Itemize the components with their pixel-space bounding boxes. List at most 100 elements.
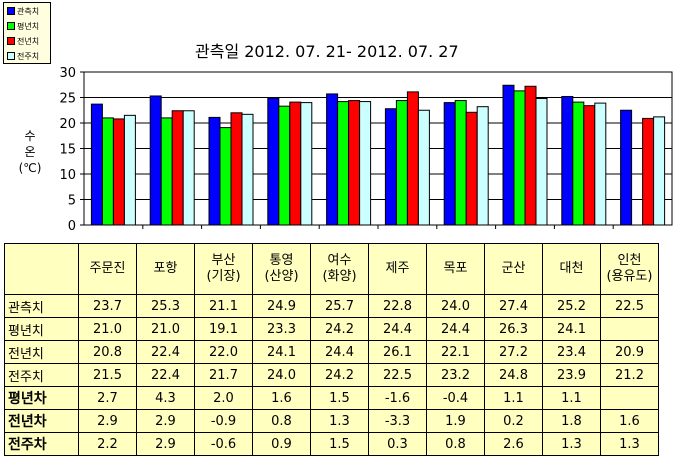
bar-전주치 xyxy=(653,116,666,226)
row-label: 전년치 xyxy=(4,340,79,364)
table-cell: 24.1 xyxy=(542,317,601,341)
table-cell: -1.6 xyxy=(368,386,427,410)
table-cell: 0.9 xyxy=(252,432,311,456)
bar-전년치 xyxy=(348,100,361,226)
bar-평년치 xyxy=(278,105,291,226)
table-cell: 22.1 xyxy=(426,340,485,364)
table-cell: 2.2 xyxy=(78,432,137,456)
bar-관측치 xyxy=(149,95,162,226)
table-cell: 23.3 xyxy=(252,317,311,341)
table-row: 전년차 2.9 2.9 -0.9 0.8 1.3 -3.3 1.9 0.2 1.8 1.6 xyxy=(4,409,659,433)
bar-chart: 0 5 10 15 20 25 30 xyxy=(59,66,673,234)
table-cell: 2.9 xyxy=(136,432,195,456)
y-tick-label: 30 xyxy=(59,66,76,81)
table-cell: 25.7 xyxy=(310,294,369,318)
legend-label: 관측치 xyxy=(17,6,40,16)
legend-item: 전주치 xyxy=(4,49,50,63)
table-cell: 1.5 xyxy=(310,386,369,410)
table-cell xyxy=(600,386,659,410)
legend-label: 전년치 xyxy=(17,36,40,46)
legend-label: 평년치 xyxy=(17,21,40,31)
table-cell: 24.9 xyxy=(252,294,311,318)
table-cell: 26.1 xyxy=(368,340,427,364)
table-cell: 24.4 xyxy=(426,317,485,341)
data-table: 주문진 포항 부산 (기장) 통영 (산양) 여수 (화양) 제주 목포 군산 대천 인천 (용유도) 관측… xyxy=(4,243,659,456)
bar-관측치 xyxy=(326,93,339,226)
table-cell: 2.6 xyxy=(484,432,543,456)
y-axis-label-line: (℃) xyxy=(18,161,42,175)
table-cell: 21.2 xyxy=(600,363,659,387)
column-header xyxy=(4,243,79,295)
table-cell: 1.1 xyxy=(542,386,601,410)
bar-전년치 xyxy=(406,91,419,226)
column-header: 대천 xyxy=(542,243,601,295)
bar-관측치 xyxy=(502,84,515,226)
legend-item: 전년치 xyxy=(4,34,50,48)
table-row: 전주치 21.5 22.4 21.7 24.0 24.2 22.5 23.2 24.8 23.9 2… xyxy=(4,363,659,387)
table-cell: 2.7 xyxy=(78,386,137,410)
bar-전년치 xyxy=(230,112,243,226)
bar-관측치 xyxy=(90,103,103,226)
table-cell: 0.8 xyxy=(252,409,311,433)
legend-item: 평년치 xyxy=(4,19,50,33)
table-cell: 22.5 xyxy=(600,294,659,318)
bar-전주치 xyxy=(476,106,489,226)
table-cell: 21.0 xyxy=(78,317,137,341)
table-cell xyxy=(600,317,659,341)
column-header: 통영 (산양) xyxy=(252,243,311,295)
bar-전년치 xyxy=(171,110,184,226)
table-cell: 0.2 xyxy=(484,409,543,433)
table-cell: 24.2 xyxy=(310,317,369,341)
column-header: 군산 xyxy=(484,243,543,295)
bar-전주치 xyxy=(417,109,430,226)
row-label: 전주차 xyxy=(4,432,79,456)
table-cell: 1.9 xyxy=(426,409,485,433)
table-cell: 1.1 xyxy=(484,386,543,410)
bar-평년치 xyxy=(101,117,114,226)
y-tick-label: 20 xyxy=(59,117,76,132)
table-cell: -0.4 xyxy=(426,386,485,410)
bar-전년치 xyxy=(642,117,655,226)
bar-관측치 xyxy=(561,95,574,226)
bar-평년치 xyxy=(337,101,350,226)
column-header: 제주 xyxy=(368,243,427,295)
table-cell: 24.8 xyxy=(484,363,543,387)
table-cell: 22.0 xyxy=(194,340,253,364)
table-header-row: 주문진 포항 부산 (기장) 통영 (산양) 여수 (화양) 제주 목포 군산 대천 인천 (용유도) xyxy=(4,243,659,295)
table-cell: 21.7 xyxy=(194,363,253,387)
table-cell: 24.4 xyxy=(368,317,427,341)
bar-평년치 xyxy=(160,117,173,226)
bar-전주치 xyxy=(241,113,254,226)
table-cell: -0.9 xyxy=(194,409,253,433)
y-tick-label: 25 xyxy=(59,92,76,107)
bar-평년치 xyxy=(572,101,585,226)
table-cell: 27.4 xyxy=(484,294,543,318)
table-cell: 1.3 xyxy=(310,409,369,433)
table-cell: 20.8 xyxy=(78,340,137,364)
chart-title: 관측일 2012. 07. 21- 2012. 07. 27 xyxy=(195,42,459,61)
row-label: 전주치 xyxy=(4,363,79,387)
table-row: 전주차 2.2 2.9 -0.6 0.9 1.5 0.3 0.8 2.6 1.3 1.3 xyxy=(4,432,659,456)
table-cell: -0.6 xyxy=(194,432,253,456)
bar-전년치 xyxy=(524,85,537,226)
bar-전주치 xyxy=(182,110,195,226)
table-cell: 21.5 xyxy=(78,363,137,387)
row-label: 평년치 xyxy=(4,317,79,341)
bar-전주치 xyxy=(300,102,313,226)
table-row: 전년치 20.8 22.4 22.0 24.1 24.4 26.1 22.1 27.2 23.4 2… xyxy=(4,340,659,364)
table-cell: 2.9 xyxy=(136,409,195,433)
row-label: 관측치 xyxy=(4,294,79,318)
table-cell: 19.1 xyxy=(194,317,253,341)
table-cell: 23.4 xyxy=(542,340,601,364)
table-cell: 1.8 xyxy=(542,409,601,433)
row-label: 전년차 xyxy=(4,409,79,433)
y-tick-label: 0 xyxy=(68,219,76,234)
bar-관측치 xyxy=(443,102,456,226)
bar-평년치 xyxy=(395,100,408,226)
column-header: 여수 (화양) xyxy=(310,243,369,295)
bar-평년치 xyxy=(454,100,467,226)
bar-관측치 xyxy=(620,109,633,226)
table-cell: 1.3 xyxy=(600,432,659,456)
table-cell: 24.1 xyxy=(252,340,311,364)
